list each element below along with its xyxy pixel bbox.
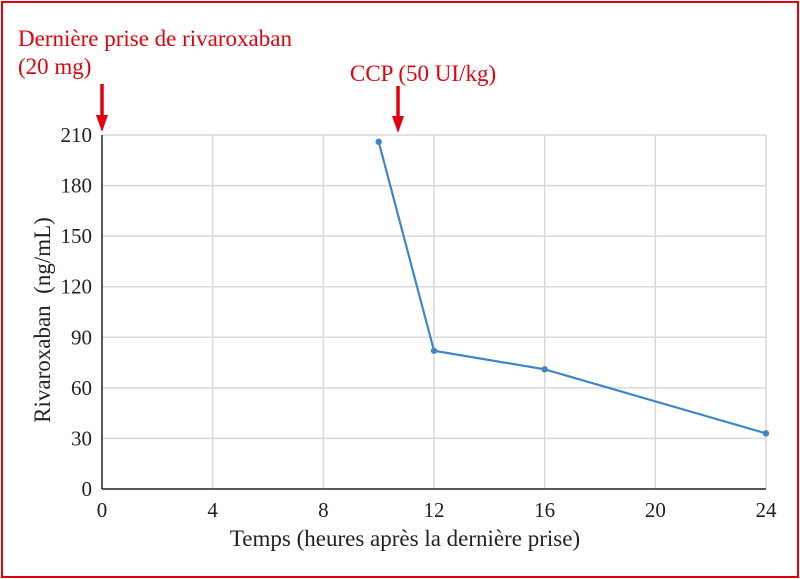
x-tick-label-16: 16 (534, 498, 555, 522)
data-point-0-3 (762, 430, 770, 437)
arrow-last-dose-head (96, 115, 108, 132)
x-axis-title: Temps (heures après la dernière prise) (230, 526, 580, 551)
y-tick-label-210: 210 (61, 123, 93, 147)
annotation-ccp: CCP (50 UI/kg) (350, 61, 496, 86)
data-point-0-2 (541, 366, 548, 373)
y-tick-label-90: 90 (71, 325, 92, 349)
y-tick-label-60: 60 (71, 376, 92, 400)
x-tick-label-20: 20 (645, 498, 666, 522)
y-tick-label-0: 0 (82, 477, 93, 501)
x-tick-label-0: 0 (97, 498, 108, 522)
data-point-0-1 (430, 347, 438, 354)
annotation-last-dose: Dernière prise de rivaroxaban (18, 26, 292, 51)
x-tick-label-8: 8 (318, 498, 329, 522)
y-tick-label-150: 150 (61, 224, 93, 248)
x-axis-ticks: 0 4 8 12 16 20 24 (97, 498, 777, 522)
y-axis-ticks: 0 30 60 90 120 150 180 210 (61, 123, 93, 501)
data-point-0-0 (375, 138, 382, 145)
y-axis-title: Rivaroxaban (ng/mL) (30, 217, 55, 423)
x-tick-label-12: 12 (424, 498, 445, 522)
series-line-0 (377, 141, 767, 435)
series (375, 138, 770, 437)
axes (101, 135, 766, 490)
x-tick-label-24: 24 (756, 498, 778, 522)
grid (102, 134, 767, 489)
y-tick-label-30: 30 (71, 426, 92, 450)
arrow-ccp-head (392, 116, 405, 133)
x-tick-label-4: 4 (207, 498, 218, 522)
y-tick-label-120: 120 (61, 275, 93, 299)
y-tick-label-180: 180 (61, 174, 93, 198)
annotations: Dernière prise de rivaroxaban (20 mg) CCP … (18, 26, 496, 133)
annotation-last-dose-dose: (20 mg) (18, 54, 91, 79)
